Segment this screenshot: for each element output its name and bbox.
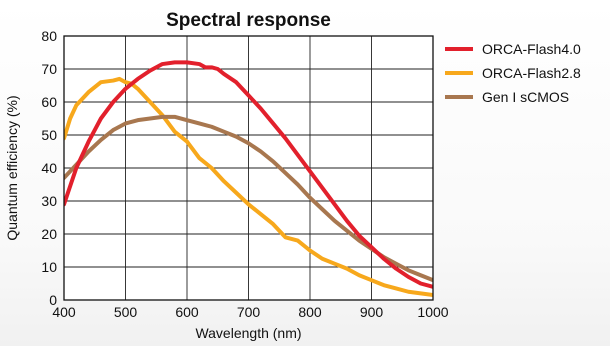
y-tick-label: 40: [41, 160, 57, 176]
legend: ORCA-Flash4.0 ORCA-Flash2.8 Gen I sCMOS: [445, 41, 581, 105]
x-axis-label: Wavelength (nm): [195, 325, 301, 341]
x-tick-label: 600: [175, 304, 199, 320]
tick-layer: 400 500 600 700 800 900 1000 0 10 20 30 40 50 60 70 80: [41, 28, 448, 320]
x-tick-label: 900: [360, 304, 384, 320]
plot-frame: [63, 35, 434, 301]
y-tick-label: 10: [41, 259, 57, 275]
x-tick-label: 700: [237, 304, 261, 320]
series-line-orca-flash2-8: [64, 76, 433, 298]
chart-title: Spectral response: [166, 10, 331, 31]
x-tick-label: 1000: [417, 304, 448, 320]
series-layer: [64, 60, 433, 298]
legend-label: ORCA-Flash2.8: [482, 65, 581, 81]
y-tick-label: 60: [41, 94, 57, 110]
grid-layer: [64, 36, 433, 300]
series-line-orca-flash4-0: [64, 60, 433, 289]
y-tick-label: 80: [41, 28, 57, 44]
y-tick-label: 0: [49, 292, 57, 308]
y-axis-label: Quantum efficiency (%): [4, 95, 20, 240]
y-tick-label: 20: [41, 226, 57, 242]
x-tick-label: 400: [52, 304, 76, 320]
x-tick-label: 500: [114, 304, 138, 320]
y-tick-label: 50: [41, 127, 57, 143]
y-tick-label: 70: [41, 61, 57, 77]
legend-label: Gen I sCMOS: [482, 89, 569, 105]
legend-label: ORCA-Flash4.0: [482, 41, 581, 57]
x-tick-label: 800: [298, 304, 322, 320]
y-tick-label: 30: [41, 193, 57, 209]
